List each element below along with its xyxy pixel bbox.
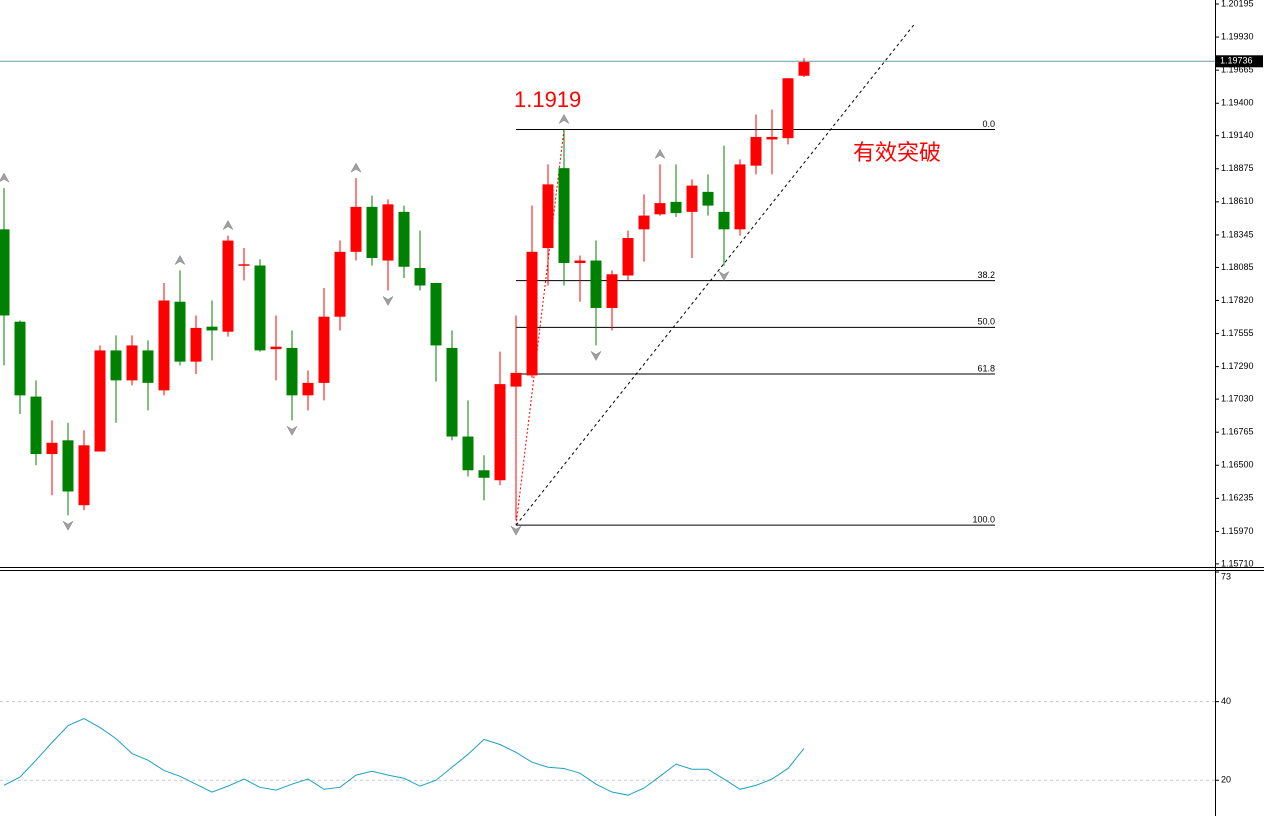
y-tick-label: 20	[1221, 775, 1231, 785]
candle-body	[702, 191, 714, 206]
candle-body	[430, 283, 442, 346]
y-tick-label: 1.16235	[1221, 493, 1254, 503]
candle-body	[78, 445, 90, 506]
y-tick-label: 1.17555	[1221, 328, 1254, 338]
candle-body	[302, 382, 314, 396]
candle-body	[766, 136, 778, 140]
y-tick-label: 1.20195	[1221, 0, 1254, 8]
fractal-up	[558, 113, 570, 125]
fractal-down	[590, 350, 602, 361]
candle-body	[526, 251, 538, 376]
y-tick-label: 1.15710	[1221, 558, 1254, 568]
fractal-up	[174, 255, 186, 266]
candle-body	[174, 301, 186, 362]
y-tick-label: 1.18085	[1221, 262, 1254, 272]
candle-body	[542, 184, 554, 249]
fib-level-label: 0.0	[982, 119, 995, 129]
candle-body	[14, 321, 26, 396]
fib-level-label: 38.2	[977, 270, 995, 280]
y-tick-label: 1.19665	[1221, 65, 1254, 75]
candle-body	[350, 206, 362, 252]
candle-body	[638, 215, 650, 230]
y-tick-label: 1.19400	[1221, 98, 1254, 108]
candle-body	[46, 442, 58, 455]
y-tick-label: 73	[1221, 571, 1231, 581]
last-price-label: 1.19736	[1220, 56, 1253, 66]
trendline	[515, 23, 916, 526]
candle-body	[206, 326, 218, 331]
candle-body	[62, 440, 74, 492]
y-tick-label: 1.18875	[1221, 163, 1254, 173]
candle-body	[462, 436, 474, 471]
candle-body	[254, 265, 266, 351]
candle-body	[622, 238, 634, 276]
fractal-up	[654, 148, 666, 160]
candle-body	[190, 327, 202, 362]
price-annotation: 1.1919	[514, 87, 581, 112]
fractal-down	[718, 270, 730, 282]
y-tick-label: 1.17030	[1221, 393, 1254, 403]
fractal-up	[222, 220, 234, 231]
y-tick-label: 1.19930	[1221, 31, 1254, 41]
candle-body	[782, 78, 794, 139]
y-tick-label: 1.15970	[1221, 526, 1254, 536]
candle-body	[238, 264, 250, 266]
fib-anchor-line	[515, 129, 565, 526]
candle-body	[366, 206, 378, 259]
indicator-line	[3, 717, 805, 796]
candle-body	[30, 396, 42, 455]
fib-level-label: 100.0	[972, 515, 995, 525]
y-tick-label: 1.18610	[1221, 196, 1254, 206]
candle-body	[478, 470, 490, 478]
candle-body	[574, 260, 586, 264]
fractal-down	[286, 425, 298, 436]
fractal-up	[0, 172, 10, 183]
candle-body	[110, 350, 122, 381]
candle-body	[94, 350, 106, 452]
fractal-down	[62, 520, 74, 531]
candle-body	[510, 372, 522, 387]
candle-body	[382, 204, 394, 261]
candle-body	[334, 251, 346, 317]
candle-body	[590, 260, 602, 308]
candle-body	[686, 185, 698, 212]
candle-body	[398, 211, 410, 267]
breakout-annotation: 有效突破	[853, 140, 941, 165]
fractal-down	[382, 295, 394, 307]
y-tick-label: 1.16765	[1221, 427, 1254, 437]
y-tick-label: 1.18345	[1221, 229, 1254, 239]
candle-body	[0, 229, 10, 316]
candle-body	[270, 346, 282, 350]
candle-body	[446, 347, 458, 437]
candle-body	[222, 240, 234, 332]
fractal-down	[510, 525, 522, 536]
y-tick-label: 1.19140	[1221, 130, 1254, 140]
candle-body	[494, 384, 506, 481]
fib-level-label: 61.8	[977, 363, 995, 373]
y-tick-label: 1.16500	[1221, 460, 1254, 470]
candle-body	[654, 203, 666, 215]
candle-body	[734, 164, 746, 230]
candle-body	[158, 300, 170, 391]
candle-body	[558, 168, 570, 264]
candle-body	[798, 62, 810, 76]
candle-body	[750, 136, 762, 166]
candle-body	[318, 316, 330, 383]
candle-body	[718, 211, 730, 230]
y-tick-label: 40	[1221, 696, 1231, 706]
y-tick-label: 1.17290	[1221, 361, 1254, 371]
y-tick-label: 1.17820	[1221, 295, 1254, 305]
last-price-tag	[1216, 55, 1263, 68]
fib-level-label: 50.0	[977, 317, 995, 327]
candle-body	[414, 268, 426, 286]
candle-body	[606, 274, 618, 308]
candle-body	[142, 350, 154, 383]
fractal-up	[350, 162, 362, 173]
candle-body	[126, 345, 138, 381]
candle-body	[670, 201, 682, 214]
candle-body	[286, 347, 298, 396]
